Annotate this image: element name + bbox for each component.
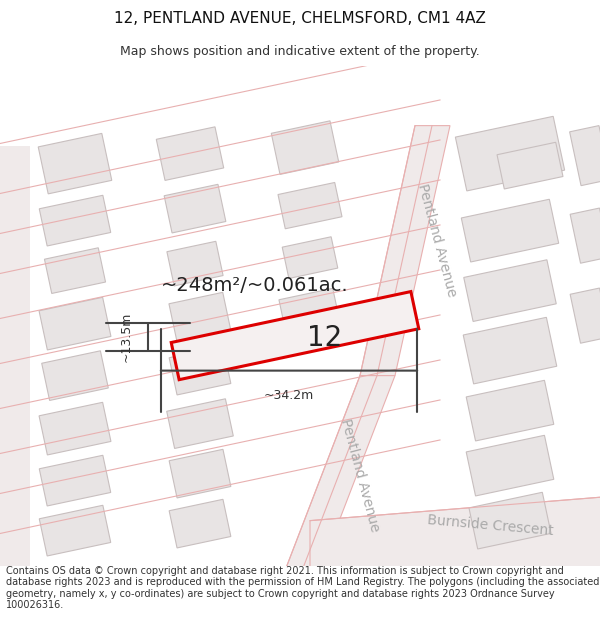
Polygon shape: [44, 248, 106, 294]
Polygon shape: [39, 455, 111, 506]
Polygon shape: [469, 492, 551, 549]
Polygon shape: [570, 208, 600, 263]
Text: ~248m²/~0.061ac.: ~248m²/~0.061ac.: [161, 276, 349, 295]
Polygon shape: [278, 182, 342, 229]
Polygon shape: [466, 380, 554, 441]
Polygon shape: [39, 505, 111, 556]
Polygon shape: [271, 121, 339, 174]
Polygon shape: [282, 237, 338, 279]
Polygon shape: [169, 292, 231, 343]
Polygon shape: [466, 435, 554, 496]
Text: Pentland Avenue: Pentland Avenue: [338, 418, 382, 534]
Text: Pentland Avenue: Pentland Avenue: [415, 182, 459, 299]
Polygon shape: [39, 298, 111, 350]
Polygon shape: [167, 399, 233, 449]
Text: ~13.5m: ~13.5m: [119, 312, 133, 362]
Polygon shape: [310, 496, 600, 571]
Polygon shape: [42, 351, 108, 401]
Text: Contains OS data © Crown copyright and database right 2021. This information is : Contains OS data © Crown copyright and d…: [6, 566, 599, 611]
Polygon shape: [455, 116, 565, 191]
Text: 12: 12: [307, 324, 343, 352]
Polygon shape: [463, 318, 557, 384]
Polygon shape: [279, 288, 341, 339]
Text: ~34.2m: ~34.2m: [264, 389, 314, 402]
Polygon shape: [497, 142, 563, 189]
Polygon shape: [169, 499, 231, 548]
Polygon shape: [167, 241, 223, 286]
Text: Burnside Crescent: Burnside Crescent: [427, 513, 554, 538]
Text: Map shows position and indicative extent of the property.: Map shows position and indicative extent…: [120, 45, 480, 58]
Polygon shape: [464, 260, 556, 321]
Polygon shape: [38, 133, 112, 194]
Polygon shape: [569, 126, 600, 186]
Polygon shape: [169, 346, 231, 395]
Polygon shape: [570, 288, 600, 343]
Polygon shape: [164, 184, 226, 233]
Text: 12, PENTLAND AVENUE, CHELMSFORD, CM1 4AZ: 12, PENTLAND AVENUE, CHELMSFORD, CM1 4AZ: [114, 11, 486, 26]
Polygon shape: [461, 199, 559, 262]
Polygon shape: [360, 126, 450, 376]
Polygon shape: [39, 195, 111, 246]
Polygon shape: [156, 127, 224, 181]
Polygon shape: [169, 449, 231, 498]
Polygon shape: [171, 292, 419, 379]
Polygon shape: [39, 402, 111, 455]
Polygon shape: [285, 376, 395, 571]
Polygon shape: [0, 146, 30, 571]
